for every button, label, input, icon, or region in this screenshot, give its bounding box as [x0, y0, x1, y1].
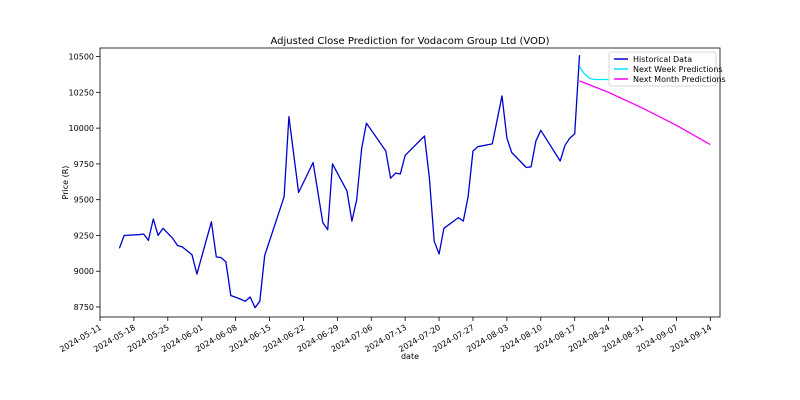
y-tick-label: 9250 [74, 231, 94, 240]
y-axis-label: Price (R) [61, 166, 70, 200]
y-tick-label: 9000 [74, 267, 94, 276]
y-tick-label: 10250 [69, 88, 94, 97]
chart-title: Adjusted Close Prediction for Vodacom Gr… [270, 36, 549, 47]
legend-label: Historical Data [633, 55, 692, 64]
y-axis: 8750 9000 9250 9500 9750 10000 10250 10500 [69, 53, 100, 312]
series-lines [118, 55, 711, 309]
y-tick-label: 10500 [69, 53, 94, 62]
x-axis-label: date [401, 352, 419, 361]
y-tick-label: 8750 [74, 303, 94, 312]
legend-box [608, 51, 717, 87]
y-tick-label: 9500 [74, 196, 94, 205]
legend-label: Next Week Predictions [633, 65, 723, 74]
y-tick-label: 9750 [74, 160, 94, 169]
y-tick-label: 10000 [69, 124, 94, 133]
series-line-next-month-predictions [579, 80, 711, 146]
legend-label: Next Month Predictions [633, 75, 726, 84]
plot-frame [99, 47, 721, 318]
series-line-historical-data [118, 55, 581, 309]
series-line-next-week-predictions [578, 66, 609, 81]
